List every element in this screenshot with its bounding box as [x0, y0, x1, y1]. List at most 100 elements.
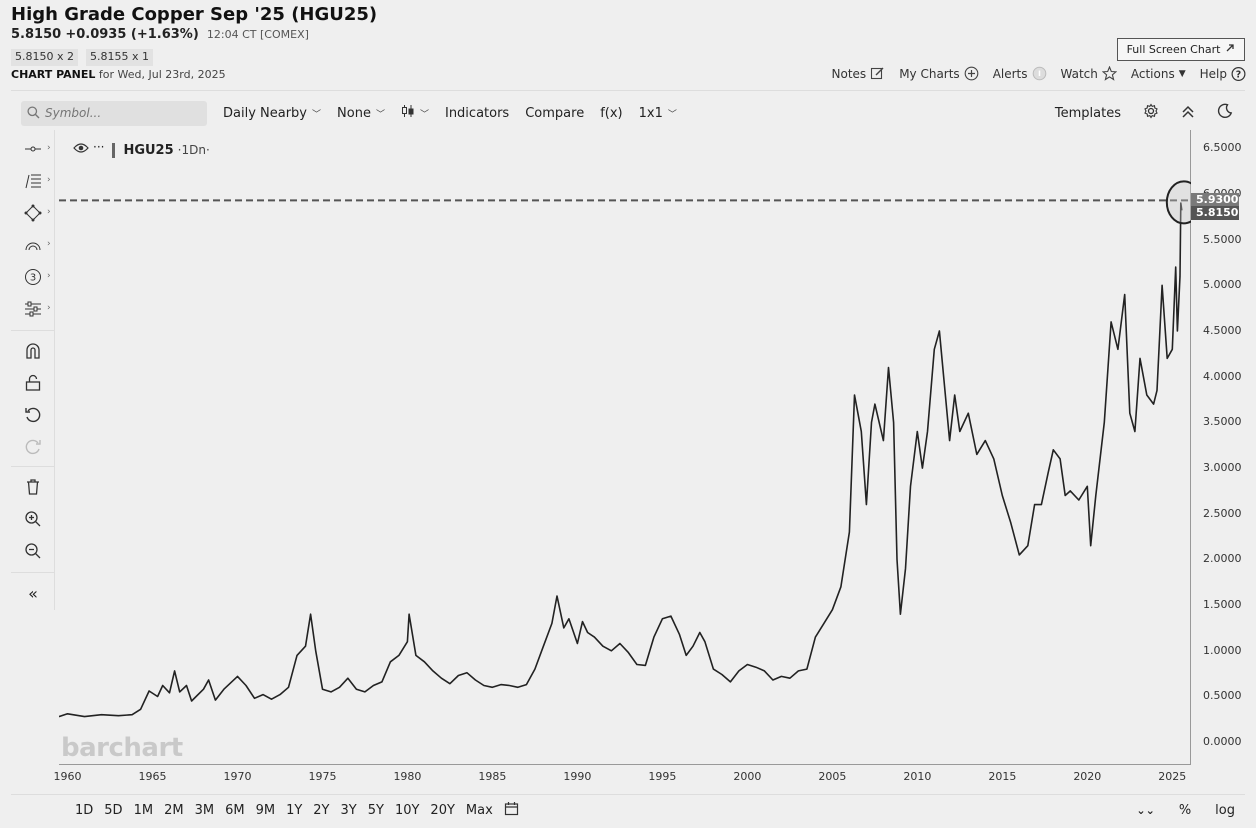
range-1m[interactable]: 1M [133, 803, 154, 818]
range-2m[interactable]: 2M [164, 803, 184, 818]
range-1d[interactable]: 1D [75, 803, 94, 818]
actions-menu[interactable]: Actions ▼ [1131, 67, 1186, 81]
chart-type-dropdown[interactable]: ﹀ [401, 104, 429, 122]
shape-tool[interactable]: › [22, 204, 51, 226]
watch-link[interactable]: Watch [1061, 66, 1117, 81]
alerts-link[interactable]: Alerts [993, 66, 1047, 81]
star-icon [1101, 66, 1117, 81]
zoom-out-tool[interactable] [22, 542, 44, 564]
compare-button[interactable]: Compare [525, 105, 585, 121]
y-tick-label: 5.5000 [1203, 232, 1242, 246]
chevron-down-icon: ﹀ [375, 109, 385, 120]
measure-tool[interactable]: › [22, 300, 51, 322]
actions-label: Actions [1130, 66, 1175, 81]
y-tick-label: 1.0000 [1203, 643, 1242, 657]
x-tick-label: 1995 [648, 770, 677, 783]
alerts-label: Alerts [992, 66, 1028, 81]
x-tick-label: 1980 [393, 770, 422, 783]
symbol-search[interactable] [21, 100, 207, 126]
count-tool[interactable]: 3 › [22, 268, 51, 290]
chevron-right-icon: › [47, 239, 51, 249]
double-chevron-left-icon: « [28, 583, 38, 603]
x-tick-label: 1960 [53, 770, 82, 783]
last-price: 5.8150 [11, 27, 62, 42]
chart-panel-label: CHART PANEL for Wed, Jul 23rd, 2025 [11, 68, 226, 81]
price-axis[interactable]: 6.50006.00005.50005.00004.50004.00003.50… [1191, 130, 1245, 765]
delete-tool[interactable] [22, 478, 44, 500]
y-tick-label: 5.0000 [1203, 278, 1242, 292]
calendar-icon[interactable] [504, 801, 519, 820]
range-20y[interactable]: 20Y [430, 803, 455, 818]
svg-text:3: 3 [30, 273, 36, 284]
range-3y[interactable]: 3Y [340, 803, 357, 818]
time-axis[interactable]: 1960 1965 1970 1975 1980 1985 1990 1995 2000 2005… [53, 770, 1191, 790]
chart-toolbar: Daily Nearby ﹀ None ﹀ ﹀ Indicators Compare… [11, 96, 1245, 130]
collapse-up-icon[interactable] [1181, 104, 1195, 123]
range-10y[interactable]: 10Y [394, 803, 420, 818]
range-6m[interactable]: 6M [225, 803, 245, 818]
x-tick-label: 2020 [1073, 770, 1102, 783]
range-5d[interactable]: 5D [104, 803, 123, 818]
templates-button[interactable]: Templates [1054, 105, 1121, 121]
range-max[interactable]: Max [465, 803, 493, 818]
chevron-right-icon: › [47, 207, 51, 217]
x-tick-label: 1990 [563, 770, 592, 783]
percent-toggle[interactable]: % [1178, 803, 1192, 818]
zoom-in-tool[interactable] [22, 510, 44, 532]
zoom-out-icon [24, 542, 42, 564]
gear-icon[interactable] [1143, 103, 1159, 123]
y-tick-label: 4.0000 [1203, 369, 1242, 383]
price-plot[interactable]: barchart [59, 130, 1191, 765]
indicators-button[interactable]: Indicators [444, 105, 510, 121]
log-toggle[interactable]: log [1215, 803, 1235, 818]
drawing-toolbar: › › › › 3 › › « [11, 130, 55, 610]
my-charts-label: My Charts [899, 66, 960, 81]
caret-down-icon: ▼ [1178, 68, 1186, 79]
candlestick-icon [401, 104, 415, 122]
magnet-tool[interactable] [22, 342, 44, 364]
range-9m[interactable]: 9M [255, 803, 276, 818]
fibonacci-tool[interactable]: › [22, 172, 51, 194]
barchart-watermark: barchart [61, 733, 183, 763]
my-charts-link[interactable]: My Charts [899, 66, 979, 81]
tools-divider [11, 572, 55, 573]
bid-badge: 5.8150 x 2 [11, 49, 78, 66]
help-link[interactable]: Help ? [1200, 66, 1246, 81]
more-options-icon[interactable]: ··· [93, 140, 105, 154]
redo-tool[interactable] [22, 438, 44, 460]
range-3m[interactable]: 3M [194, 803, 215, 818]
study-dropdown[interactable]: None ﹀ [337, 106, 385, 121]
zoom-in-icon [24, 510, 42, 532]
range-2y[interactable]: 2Y [313, 803, 330, 818]
arc-icon [24, 236, 42, 258]
top-nav: Notes My Charts Alerts Watch Actions ▼ H… [832, 66, 1246, 81]
trash-icon [24, 478, 42, 500]
line-tool[interactable]: › [22, 140, 51, 162]
eye-icon[interactable] [73, 142, 89, 158]
aggregation-dropdown[interactable]: Daily Nearby ﹀ [223, 106, 321, 121]
symbol-input[interactable] [45, 106, 195, 120]
pencil-icon [870, 66, 885, 81]
collapse-toolbar-button[interactable]: « [22, 582, 44, 604]
alert-info-icon [1032, 66, 1047, 81]
function-button[interactable]: f(x) [600, 105, 623, 121]
range-bar-right: ⌄⌄ % log [1136, 803, 1245, 818]
chevron-down-icon: ﹀ [419, 109, 429, 120]
lock-tool[interactable] [22, 374, 44, 396]
notes-link[interactable]: Notes [832, 66, 886, 81]
moon-icon[interactable] [1217, 103, 1233, 123]
arc-tool[interactable]: › [22, 236, 51, 258]
chevron-right-icon: › [47, 303, 51, 313]
watch-label: Watch [1060, 66, 1098, 81]
chevron-down-icon: ﹀ [312, 109, 322, 120]
tools-divider [11, 466, 55, 467]
toolbar-right: Templates [1055, 103, 1245, 123]
range-1y[interactable]: 1Y [286, 803, 303, 818]
layout-dropdown[interactable]: 1x1 ﹀ [639, 106, 677, 121]
y-tick-label: 1.5000 [1203, 598, 1242, 612]
x-tick-label: 1975 [308, 770, 337, 783]
undo-tool[interactable] [22, 406, 44, 428]
full-screen-chart-button[interactable]: Full Screen Chart [1117, 38, 1245, 61]
double-chevron-down-icon[interactable]: ⌄⌄ [1136, 804, 1155, 817]
range-5y[interactable]: 5Y [367, 803, 384, 818]
